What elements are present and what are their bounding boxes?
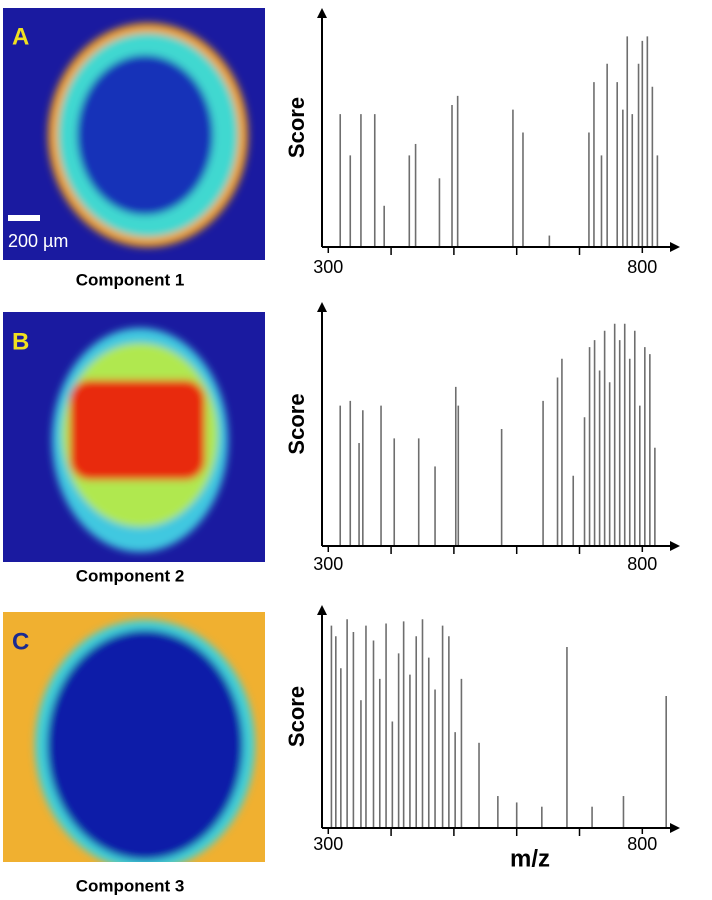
- x-axis-label: m/z: [510, 845, 550, 872]
- caption: Component 1: [76, 270, 185, 289]
- scale-bar: [8, 215, 40, 221]
- panel-label: C: [12, 628, 29, 655]
- y-axis-label: Score: [284, 393, 309, 454]
- x-arrow: [670, 541, 680, 551]
- scale-bar-label: 200 µm: [8, 231, 68, 251]
- x-arrow: [670, 242, 680, 252]
- x-tick-label: 300: [313, 257, 343, 277]
- heatmap-b: [3, 312, 265, 562]
- caption: Component 2: [76, 566, 185, 585]
- y-arrow: [317, 8, 327, 18]
- y-arrow: [317, 302, 327, 312]
- x-tick-label: 800: [627, 834, 657, 854]
- heatmap-c: [3, 612, 265, 862]
- panel-label: A: [12, 23, 29, 50]
- caption: Component 3: [76, 876, 185, 895]
- y-arrow: [317, 605, 327, 615]
- y-axis-label: Score: [284, 97, 309, 158]
- y-axis-label: Score: [284, 686, 309, 747]
- x-arrow: [670, 823, 680, 833]
- heatmap-a: [3, 8, 265, 260]
- x-tick-label: 300: [313, 834, 343, 854]
- x-tick-label: 800: [627, 257, 657, 277]
- x-tick-label: 300: [313, 554, 343, 574]
- x-tick-label: 800: [627, 554, 657, 574]
- panel-label: B: [12, 328, 29, 355]
